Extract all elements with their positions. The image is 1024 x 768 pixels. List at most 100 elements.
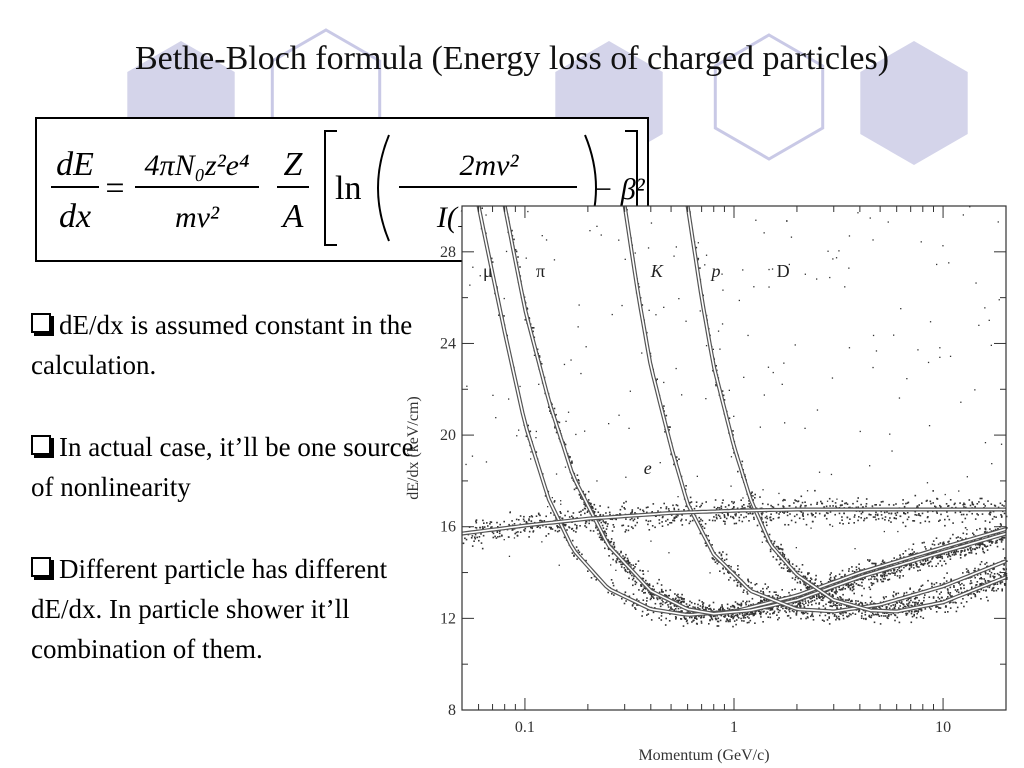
scatter-point — [673, 507, 675, 510]
scatter-point — [993, 583, 995, 586]
scatter-point — [919, 522, 922, 524]
scatter-point — [963, 502, 965, 505]
scatter-point — [717, 617, 720, 620]
scatter-point — [864, 611, 867, 613]
scatter-point — [800, 495, 803, 498]
scatter-point — [621, 563, 623, 566]
scatter-point — [530, 458, 532, 460]
scatter-point — [850, 613, 852, 616]
scatter-point — [465, 463, 467, 466]
scatter-point — [912, 552, 914, 555]
scatter-point — [939, 583, 942, 585]
scatter-point — [744, 507, 746, 509]
scatter-point — [1000, 576, 1002, 578]
scatter-point — [501, 534, 503, 537]
scatter-point — [491, 261, 494, 263]
scatter-point — [728, 579, 730, 581]
scatter-point — [770, 609, 773, 611]
scatter-point — [923, 596, 925, 599]
scatter-point — [585, 526, 588, 529]
scatter-point — [974, 567, 976, 570]
scatter-point — [723, 615, 725, 618]
scatter-point — [874, 576, 876, 578]
scatter-point — [880, 514, 883, 516]
scatter-point — [584, 512, 586, 515]
scatter-point — [691, 621, 693, 623]
scatter-point — [718, 608, 720, 611]
scatter-point — [516, 435, 518, 437]
scatter-point — [851, 589, 854, 592]
scatter-point — [840, 598, 842, 601]
scatter-point — [695, 617, 698, 620]
scatter-point — [776, 614, 778, 616]
scatter-point — [908, 597, 911, 599]
scatter-point — [717, 625, 720, 627]
scatter-point — [673, 609, 675, 611]
scatter-point — [846, 583, 848, 586]
scatter-point — [751, 597, 754, 600]
scatter-point — [884, 516, 887, 518]
scatter-point — [888, 578, 891, 581]
scatter-point — [631, 517, 633, 520]
scatter-point — [931, 585, 933, 588]
scatter-point — [871, 607, 874, 610]
scatter-point — [987, 599, 989, 602]
scatter-point — [748, 600, 751, 603]
scatter-point — [685, 519, 687, 521]
scatter-point — [827, 250, 829, 252]
scatter-point — [872, 334, 875, 337]
scatter-point — [833, 615, 836, 617]
scatter-point — [515, 518, 518, 521]
scatter-point — [676, 605, 678, 608]
scatter-point — [607, 523, 609, 525]
scatter-point — [860, 503, 862, 506]
scatter-point — [956, 590, 958, 593]
scatter-point — [968, 499, 971, 501]
scatter-point — [591, 506, 594, 508]
scatter-point — [784, 523, 786, 526]
scatter-point — [607, 591, 609, 594]
scatter-point — [993, 577, 995, 579]
scatter-point — [906, 603, 908, 605]
scatter-point — [628, 562, 631, 564]
scatter-point — [740, 605, 742, 607]
scatter-point — [527, 424, 529, 427]
scatter-point — [834, 604, 837, 606]
scatter-point — [740, 499, 742, 501]
scatter-point — [611, 593, 613, 595]
scatter-point — [912, 601, 914, 604]
scatter-point — [978, 542, 981, 545]
scatter-point — [651, 511, 653, 513]
scatter-point — [575, 527, 578, 530]
scatter-point — [716, 615, 718, 617]
scatter-point — [894, 574, 896, 576]
scatter-point — [808, 586, 811, 588]
scatter-point — [980, 577, 982, 579]
curve-inner-e — [462, 508, 1006, 535]
scatter-point — [990, 503, 993, 505]
scatter-point — [588, 522, 590, 525]
scatter-point — [769, 550, 772, 553]
scatter-point — [974, 570, 976, 572]
scatter-point — [944, 518, 946, 521]
scatter-point — [658, 591, 661, 594]
scatter-point — [786, 607, 788, 610]
scatter-point — [462, 542, 465, 545]
scatter-point — [685, 485, 687, 487]
scatter-point — [783, 563, 786, 566]
scatter-point — [550, 512, 552, 514]
scatter-point — [831, 594, 834, 596]
scatter-point — [948, 552, 950, 555]
scatter-point — [623, 502, 625, 504]
scatter-point — [973, 593, 976, 595]
scatter-point — [652, 585, 654, 588]
scatter-point — [673, 255, 675, 257]
scatter-point — [858, 609, 861, 612]
scatter-point — [855, 583, 858, 585]
scatter-point — [818, 471, 821, 473]
scatter-point — [641, 352, 643, 354]
scatter-point — [965, 533, 968, 535]
scatter-point — [528, 516, 531, 518]
scatter-point — [743, 376, 745, 378]
scatter-point — [645, 506, 648, 509]
